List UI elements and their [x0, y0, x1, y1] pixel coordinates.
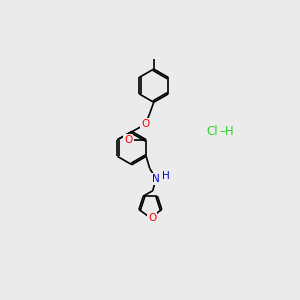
Text: O: O	[148, 213, 156, 223]
Text: O: O	[124, 135, 132, 145]
Text: –H: –H	[219, 125, 234, 138]
Text: H: H	[162, 171, 170, 181]
Text: Cl: Cl	[207, 125, 218, 138]
Text: N: N	[152, 174, 160, 184]
Text: O: O	[141, 119, 150, 129]
